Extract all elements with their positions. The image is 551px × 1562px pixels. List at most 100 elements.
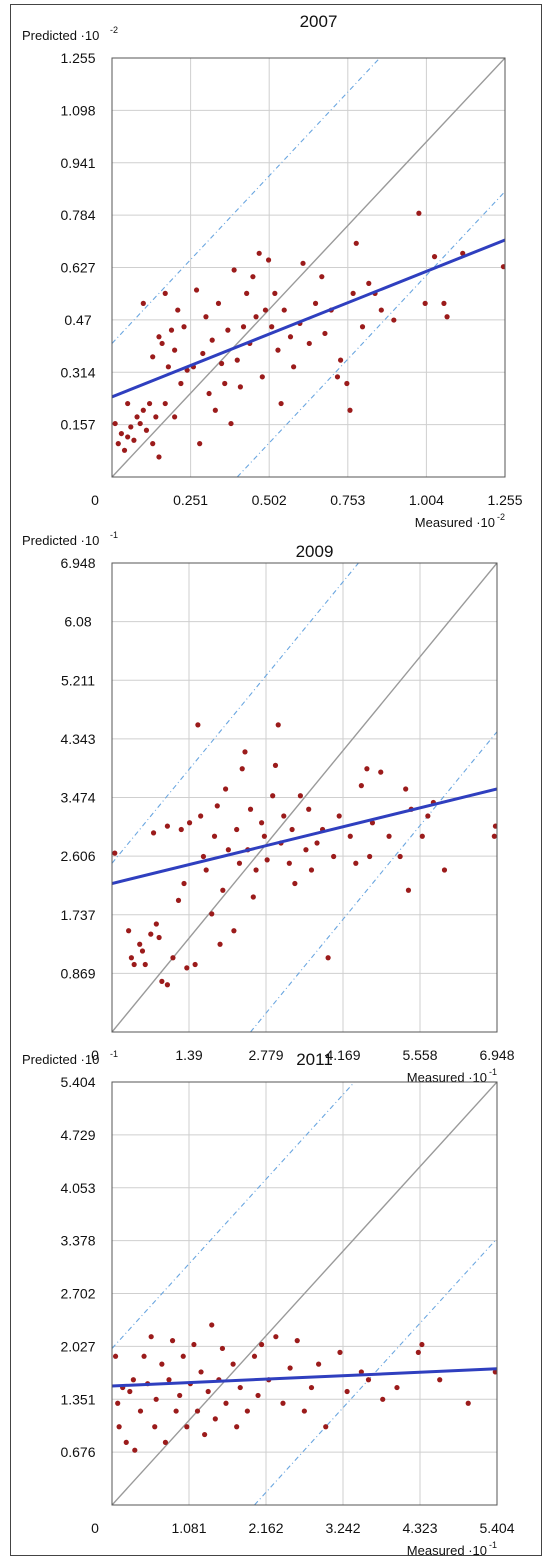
data-point (219, 360, 225, 367)
data-point (197, 441, 203, 447)
data-point (127, 1388, 133, 1395)
x-tick-label: 6.948 (479, 1047, 514, 1063)
data-point (162, 400, 168, 407)
data-point (281, 307, 287, 313)
data-point (166, 1377, 172, 1383)
data-point (137, 941, 143, 947)
data-point (128, 424, 134, 430)
data-point (140, 300, 146, 306)
data-point (150, 354, 156, 360)
data-point (143, 427, 150, 433)
data-point (150, 441, 156, 447)
data-point (259, 1341, 265, 1348)
data-point (337, 1349, 343, 1355)
x-axis-label: Measured ·10 (415, 515, 495, 530)
data-point (214, 803, 220, 809)
y-tick-label: 0.784 (60, 207, 95, 223)
data-point (175, 897, 182, 903)
plot-area (112, 563, 497, 1032)
data-point (200, 350, 206, 357)
data-point (172, 347, 178, 353)
data-point (297, 793, 303, 799)
data-point (492, 823, 497, 829)
data-point (265, 257, 272, 263)
upper-band-line (112, 1082, 356, 1349)
data-point (460, 250, 466, 256)
x-axis-label: Measured ·10 (407, 1070, 487, 1085)
data-point (141, 1353, 147, 1359)
chart-panel-2011: 2011 Predicted ·10 -1 0.676 1.351 2.027 2.702 3… (22, 1049, 515, 1558)
data-point (184, 1424, 190, 1430)
data-point (130, 1377, 136, 1383)
identity-line (112, 58, 505, 477)
data-point (153, 921, 159, 927)
data-point (165, 364, 171, 370)
identity-line (112, 563, 497, 1032)
data-point (316, 1361, 322, 1367)
data-point (386, 833, 392, 839)
data-point (244, 290, 250, 296)
data-point (237, 384, 243, 390)
data-point (156, 454, 162, 460)
y-tick-label: 3.474 (60, 790, 95, 806)
data-point (270, 793, 276, 799)
upper-band-line (112, 563, 360, 864)
data-point (269, 324, 275, 330)
data-point (181, 880, 187, 887)
data-point (222, 786, 229, 792)
data-point (112, 420, 118, 427)
upper-band-line (112, 58, 381, 344)
data-point (325, 955, 331, 961)
y-axis-label: Predicted ·10 (22, 1052, 99, 1067)
data-point (200, 853, 207, 860)
data-point (203, 314, 209, 320)
x-tick-label: 5.404 (479, 1520, 514, 1536)
data-point (153, 1396, 159, 1402)
data-point (162, 290, 168, 296)
y-tick-label: 5.404 (60, 1074, 95, 1090)
data-point (425, 813, 431, 819)
data-point (251, 1353, 258, 1359)
plot-border (111, 1081, 498, 1506)
data-point (292, 880, 298, 887)
data-point (422, 300, 428, 306)
y-tick-label: 1.737 (60, 907, 95, 923)
x-tick-label: 1.255 (487, 492, 522, 508)
x-tick-label: 1.081 (171, 1520, 206, 1536)
data-point (225, 847, 231, 853)
data-point (301, 1408, 307, 1414)
data-point (250, 274, 256, 280)
y-tick-label: 1.255 (60, 50, 95, 66)
data-point (287, 1365, 293, 1371)
x-tick-label: 4.323 (402, 1520, 437, 1536)
data-point (261, 833, 267, 839)
data-point (112, 850, 118, 856)
data-point (322, 330, 328, 337)
data-point (175, 307, 181, 313)
data-point (444, 314, 450, 320)
data-point (500, 264, 505, 270)
data-point (237, 1384, 243, 1391)
data-point (358, 783, 364, 789)
plot-area (112, 58, 505, 477)
y-tick-label: 3.378 (60, 1233, 95, 1249)
data-point (240, 324, 247, 330)
regression-line (112, 1367, 497, 1388)
origin-tick-label: 0 (91, 1047, 99, 1063)
data-point (337, 357, 344, 363)
data-point (256, 250, 262, 256)
data-point (134, 414, 140, 420)
x-axis-label-exponent: -2 (497, 512, 505, 522)
data-point (272, 762, 279, 768)
data-point (347, 833, 353, 839)
data-point (219, 1345, 226, 1352)
data-point (172, 414, 178, 420)
data-point (312, 300, 319, 306)
data-point (378, 769, 384, 775)
data-point (308, 867, 315, 873)
figure-frame (10, 4, 542, 1556)
data-point (334, 374, 341, 380)
x-axis-label: Measured ·10 (407, 1543, 487, 1558)
y-axis-label: Predicted ·10 (22, 533, 99, 548)
data-point (193, 287, 200, 293)
